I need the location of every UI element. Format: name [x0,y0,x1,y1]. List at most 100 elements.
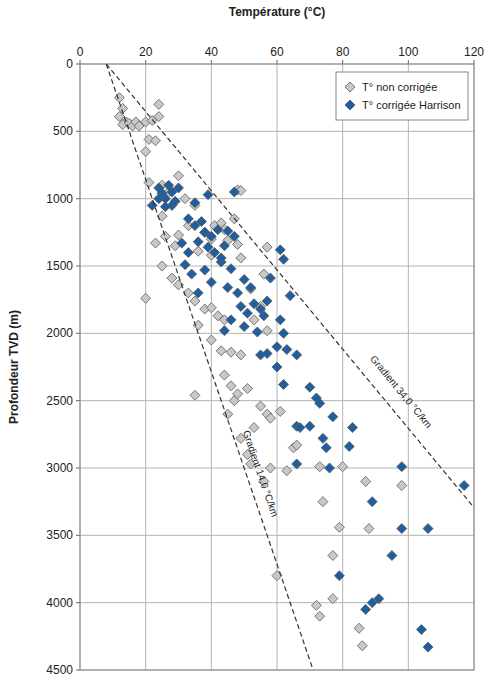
point [174,183,184,193]
point [183,214,193,224]
point [246,283,256,293]
point [206,231,216,241]
point [374,594,384,604]
point [315,462,325,472]
point [226,264,236,274]
y-tick-label: 1000 [46,192,73,206]
point [305,421,315,431]
point [282,466,292,476]
point [423,642,433,652]
data-layer [106,64,474,670]
point [397,524,407,534]
point [151,136,161,146]
series [147,180,469,652]
point [154,112,164,122]
y-tick [76,131,80,132]
x-axis-title: Température (°C) [229,5,326,19]
y-axis-title: Profondeur TVD (m) [7,310,21,424]
y-tick-label: 3000 [46,461,73,475]
x-tick [80,60,81,64]
point [367,497,377,507]
x-tick-label: 0 [77,45,84,59]
x-tick [211,60,212,64]
point [334,522,344,532]
point [348,423,358,433]
point [154,99,164,109]
x-tick-label: 100 [398,45,418,59]
plot-frame [80,64,474,670]
y-tick-label: 2500 [46,394,73,408]
point [190,390,200,400]
point [249,315,259,325]
y-tick-label: 3500 [46,528,73,542]
point [361,476,371,486]
point [328,594,338,604]
x-tick [474,60,475,64]
point [292,440,302,450]
point [229,231,239,241]
point [292,350,302,360]
point [315,398,325,408]
y-tick [76,602,80,603]
point [229,187,239,197]
point [275,315,285,325]
x-tick [277,60,278,64]
point [265,413,275,423]
grid [80,64,474,670]
point [177,238,187,248]
y-tick-label: 4000 [46,596,73,610]
y-grid-line [80,468,474,469]
legend-marker [345,82,355,92]
y-tick-label: 2000 [46,326,73,340]
point [357,641,367,651]
legend-marker [345,100,355,110]
x-tick-label: 20 [139,45,153,59]
y-tick [76,198,80,199]
y-tick [76,64,80,65]
point [141,147,151,157]
point [236,253,246,263]
y-tick [76,535,80,536]
y-tick [76,400,80,401]
series [114,93,406,651]
point [387,551,397,561]
point [157,261,167,271]
point [354,623,364,633]
y-tick [76,266,80,267]
point [459,481,469,491]
point [170,196,180,206]
point [279,380,289,390]
point [180,194,190,204]
point [187,269,197,279]
point [242,308,252,318]
x-grid-line [211,64,212,670]
point [226,381,236,391]
point [397,462,407,472]
point [200,265,210,275]
point [275,245,285,255]
y-grid-line [80,266,474,267]
point [183,248,193,258]
point [206,335,216,345]
point [279,328,289,338]
point [272,362,282,372]
legend-label: T° non corrigée [362,81,437,93]
x-grid-line [342,64,343,670]
y-tick-label: 500 [53,124,73,138]
point [416,625,426,635]
point [239,322,249,332]
point [321,443,331,453]
point [151,238,161,248]
point [259,311,269,321]
point [262,326,272,336]
point [315,611,325,621]
point [233,389,243,399]
point [226,315,236,325]
point [167,273,177,283]
point [256,401,266,411]
y-grid-line [80,535,474,536]
y-tick-label: 1500 [46,259,73,273]
point [338,462,348,472]
chart: 0204060801001200500100015002000250030003… [0,0,495,680]
y-tick [76,468,80,469]
